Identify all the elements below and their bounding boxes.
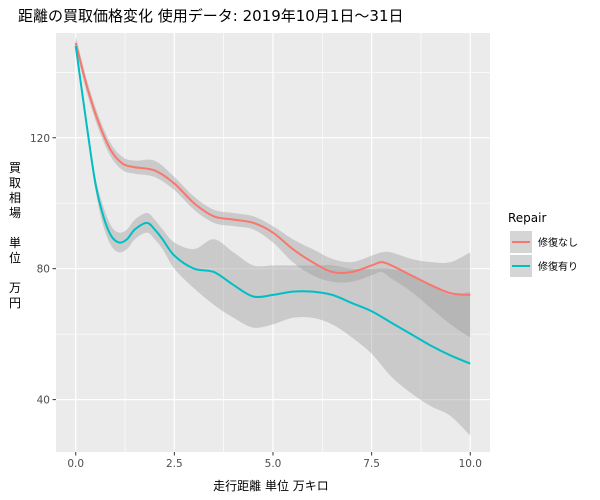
x-tick-label: 2.5	[166, 458, 183, 470]
x-axis-tick-labels: 0.0 2.5 5.0 7.5 10.0	[67, 458, 482, 470]
legend-label: 修復有り	[538, 260, 578, 273]
chart-title: 距離の買取価格変化 使用データ: 2019年10月1日～31日	[18, 7, 403, 25]
confidence-bands	[75, 36, 471, 436]
major-gridlines	[56, 33, 490, 452]
series-lines	[74, 42, 471, 365]
x-tick-label: 5.0	[265, 458, 282, 470]
x-tick-label: 10.0	[459, 458, 482, 470]
y-axis-title-glyph: 買	[9, 161, 21, 175]
y-axis-title-glyph: 相	[9, 191, 21, 205]
y-tick-label: 40	[37, 395, 50, 407]
x-axis-title: 走行距離 単位 万キロ	[213, 478, 329, 493]
confidence-band-2	[75, 39, 471, 436]
legend-title: Repair	[508, 211, 546, 225]
y-axis-title-glyph: 場	[9, 206, 21, 220]
y-axis-title-glyph: 位	[9, 250, 21, 265]
y-axis-tick-labels: 40 80 120	[30, 133, 50, 407]
axis-ticks	[52, 137, 471, 456]
legend-label: 修復なし	[538, 236, 578, 249]
confidence-band-1	[75, 36, 471, 338]
series-line-1	[74, 42, 471, 296]
x-tick-label: 7.5	[363, 458, 380, 470]
series-line-2	[74, 45, 471, 365]
x-tick-label: 0.0	[67, 458, 84, 470]
y-axis-title-glyph: 取	[9, 176, 21, 190]
y-tick-label: 120	[30, 133, 50, 145]
y-axis-title-glyph: 万	[9, 281, 21, 295]
y-axis-title-glyph: 円	[9, 296, 21, 310]
y-axis-title-glyph: 単	[9, 236, 21, 250]
y-tick-label: 80	[37, 264, 50, 276]
